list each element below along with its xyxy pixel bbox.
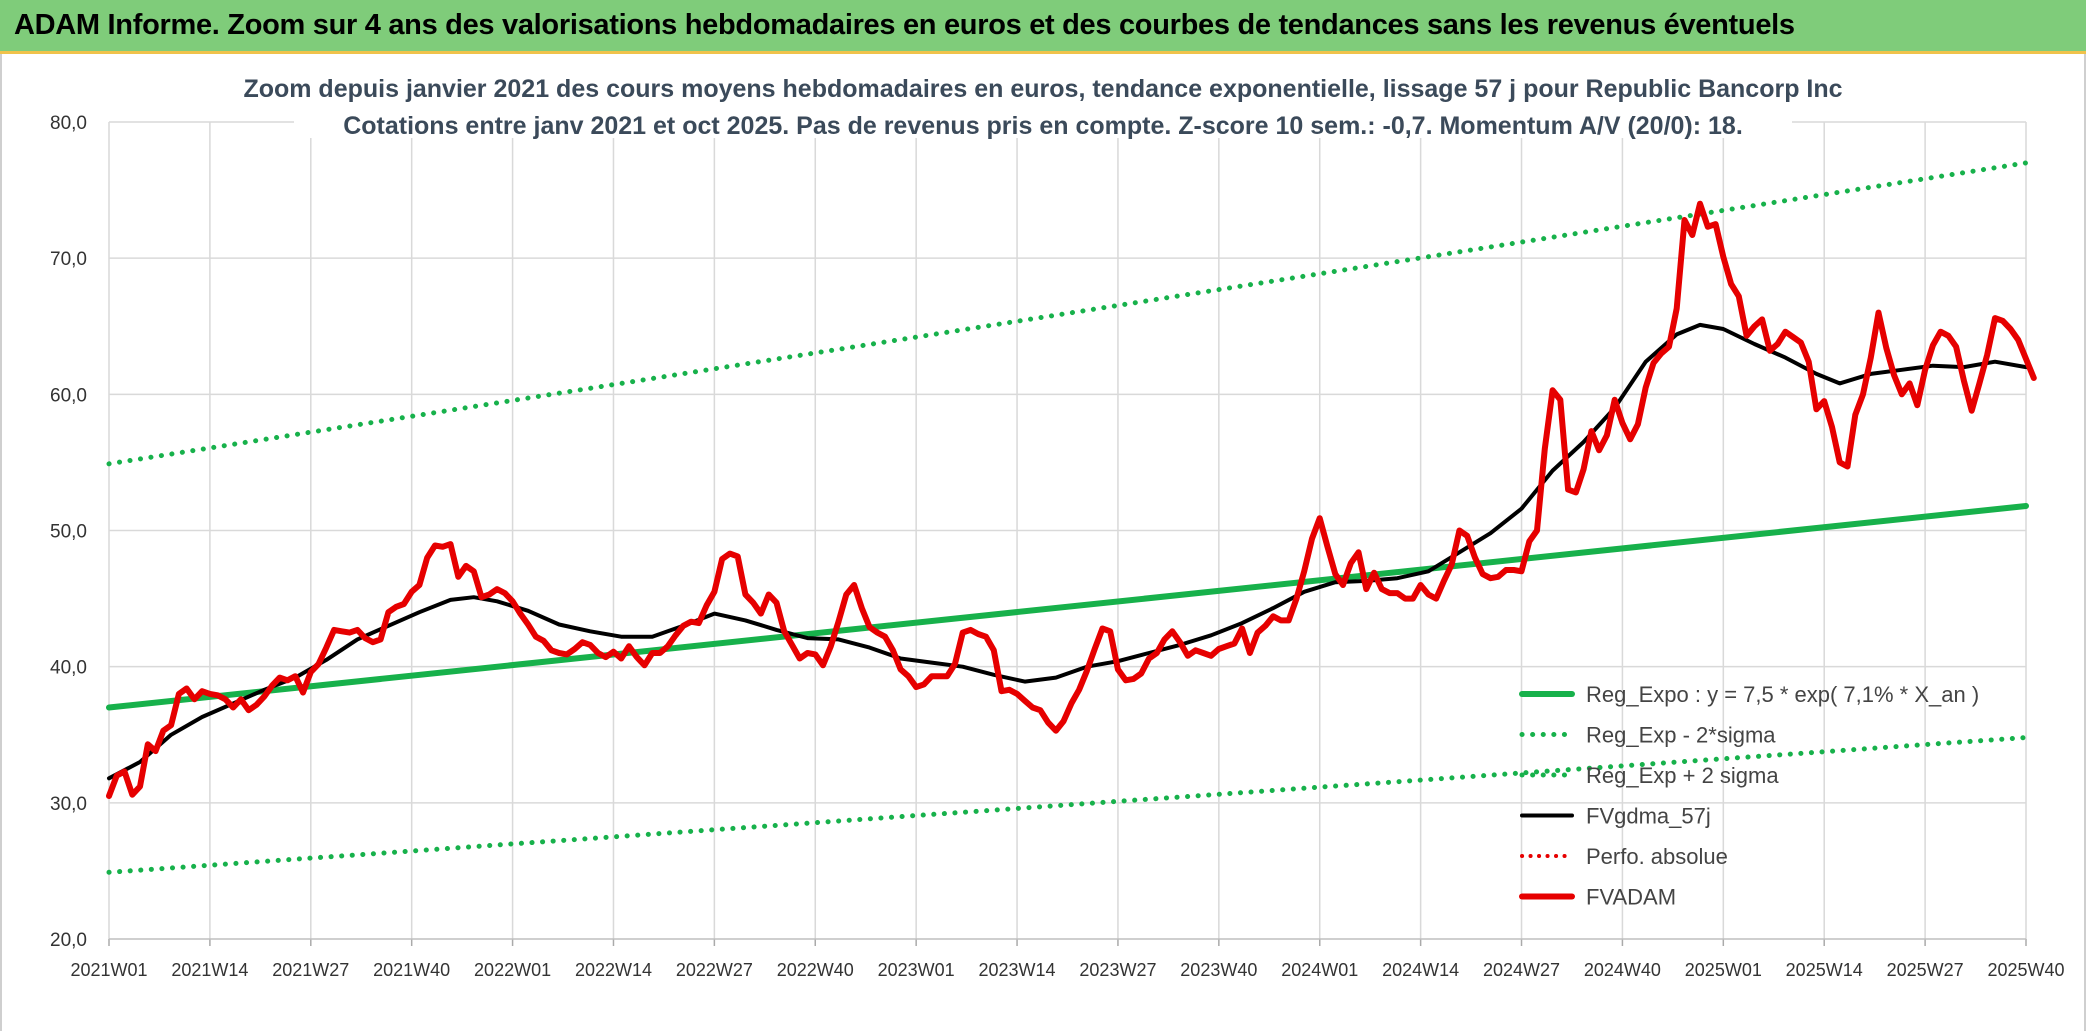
legend-label: FVADAM xyxy=(1586,885,1676,910)
x-tick-label: 2022W14 xyxy=(575,960,652,980)
y-tick-label: 30,0 xyxy=(50,794,87,815)
report-banner: ADAM Informe. Zoom sur 4 ans des valoris… xyxy=(0,0,2086,54)
legend-label: Perfo. absolue xyxy=(1586,844,1728,869)
legend-label: Reg_Expo : y = 7,5 * exp( 7,1% * X_an ) xyxy=(1586,682,1979,707)
x-tick-label: 2025W14 xyxy=(1786,960,1863,980)
y-tick-label: 60,0 xyxy=(50,385,87,406)
x-tick-label: 2024W01 xyxy=(1281,960,1358,980)
x-tick-label: 2024W27 xyxy=(1483,960,1560,980)
x-tick-label: 2021W27 xyxy=(272,960,349,980)
series-line-0 xyxy=(106,503,2029,711)
x-tick-label: 2022W01 xyxy=(474,960,551,980)
x-tick-label: 2022W40 xyxy=(777,960,854,980)
legend-label: FVgdma_57j xyxy=(1586,804,1711,829)
legend-label: Reg_Exp + 2 sigma xyxy=(1586,763,1779,788)
chart-subtitle: Cotations entre janv 2021 et oct 2025. P… xyxy=(343,112,1743,140)
chart: 20,030,040,050,060,070,080,0 2021W01 2021… xyxy=(50,60,2065,980)
x-tick-label: 2025W27 xyxy=(1887,960,1964,980)
report-title: ADAM Informe. Zoom sur 4 ans des valoris… xyxy=(14,9,1795,41)
series-line-1 xyxy=(106,735,2029,875)
y-tick-label: 20,0 xyxy=(50,930,87,951)
y-tick-label: 70,0 xyxy=(50,249,87,270)
x-tick-label: 2024W14 xyxy=(1382,960,1459,980)
series-line-2 xyxy=(106,160,2029,467)
chart-titles: Zoom depuis janvier 2021 des cours moyen… xyxy=(243,60,1843,140)
chart-title: Zoom depuis janvier 2021 des cours moyen… xyxy=(243,75,1842,103)
chart-frame: 20,0 30,0 40,0 50,0 60,0 70,0 80,0 2021W01 2021… xyxy=(0,54,2086,1031)
x-tick-label: 2023W14 xyxy=(979,960,1056,980)
x-tick-label: 2022W27 xyxy=(676,960,753,980)
chart-gridlines xyxy=(108,121,2027,939)
series-line-3 xyxy=(107,322,2028,781)
legend-label: Reg_Exp - 2*sigma xyxy=(1586,723,1776,748)
y-axis-ticks: 20,0 30,0 40,0 50,0 60,0 70,0 80,0 xyxy=(50,113,87,951)
x-tick-label: 2021W40 xyxy=(373,960,450,980)
x-tick-label: 2021W01 xyxy=(70,960,147,980)
x-tick-label: 2023W01 xyxy=(878,960,955,980)
legend: Reg_Expo : y = 7,5 * exp( 7,1% * X_an ) R… xyxy=(1519,682,1979,910)
y-tick-label: 50,0 xyxy=(50,522,87,543)
x-tick-label: 2024W40 xyxy=(1584,960,1661,980)
x-tick-label: 2023W27 xyxy=(1079,960,1156,980)
x-tick-label: 2025W01 xyxy=(1685,960,1762,980)
series-line-5 xyxy=(106,200,2037,799)
x-tick-label: 2025W40 xyxy=(1987,960,2064,980)
series-layer xyxy=(106,160,2037,875)
y-tick-label: 40,0 xyxy=(50,658,87,679)
x-axis-ticks: 2021W01 2021W14 2021W27 2021W40 2022W01 2022W… xyxy=(70,939,2065,980)
y-tick-label: 80,0 xyxy=(50,113,87,134)
x-tick-label: 2023W40 xyxy=(1180,960,1257,980)
x-tick-label: 2021W14 xyxy=(171,960,248,980)
